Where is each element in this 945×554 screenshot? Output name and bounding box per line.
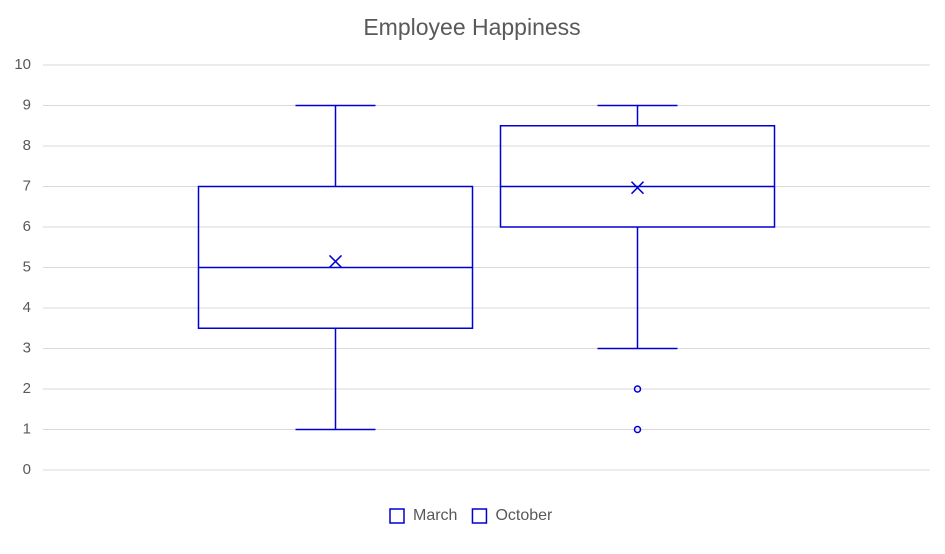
y-tick-label: 8 xyxy=(23,137,31,154)
outlier xyxy=(633,385,642,393)
y-tick-label: 1 xyxy=(23,420,31,437)
y-tick-label: 5 xyxy=(23,258,31,275)
y-tick-label: 6 xyxy=(23,218,31,235)
y-tick-label: 7 xyxy=(23,177,31,194)
y-tick-label: 4 xyxy=(23,299,31,316)
legend-swatch xyxy=(471,508,488,524)
mean-marker xyxy=(328,254,343,268)
legend-label: March xyxy=(413,507,457,524)
y-tick-label: 10 xyxy=(14,56,31,73)
y-tick-label: 3 xyxy=(23,339,31,356)
box xyxy=(499,125,776,228)
box xyxy=(197,185,474,329)
y-tick-label: 2 xyxy=(23,380,31,397)
mean-marker xyxy=(630,181,645,195)
outlier xyxy=(633,425,642,434)
y-tick-label: 9 xyxy=(23,96,31,113)
y-tick-label: 0 xyxy=(23,461,31,478)
chart-title: Employee Happiness xyxy=(363,14,580,40)
legend-swatch xyxy=(389,508,405,524)
legend-label: October xyxy=(495,507,553,524)
